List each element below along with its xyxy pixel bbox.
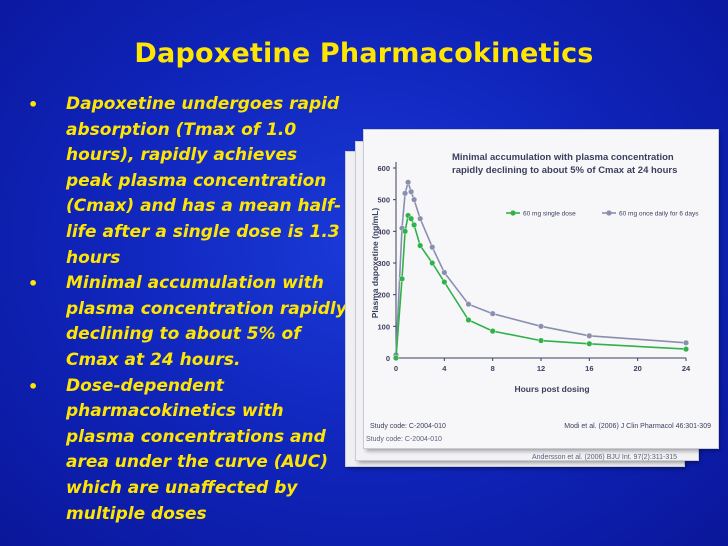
legend-swatch-marker (606, 210, 612, 216)
y-tick-label: 0 (386, 354, 390, 363)
bullet-symbol: • (28, 376, 39, 396)
legend-label: 60 mg single dose (523, 211, 576, 218)
pk-chart: Minimal accumulation with plasma concent… (370, 152, 711, 430)
back-card-reference: Andersson et al. (2006) BJU Int. 97(2):3… (532, 454, 678, 461)
y-tick-label: 600 (377, 164, 390, 173)
legend-swatch-marker (510, 210, 516, 216)
data-point (429, 259, 436, 266)
y-tick-label: 500 (377, 196, 390, 205)
x-tick-label: 0 (394, 364, 398, 373)
data-point (417, 242, 424, 249)
data-point (683, 339, 690, 346)
bullet-item: • Dapoxetine undergoes rapid absorption (… (28, 92, 348, 271)
data-point (411, 196, 418, 203)
data-point (489, 310, 496, 317)
bullet-text: Dose-dependent pharmacokinetics with pla… (66, 375, 328, 524)
chart-card (364, 130, 718, 448)
data-point (441, 269, 448, 276)
data-point (465, 301, 472, 308)
y-tick-label: 400 (377, 227, 390, 236)
y-axis-label: Plasma dapoxetine (ng/mL) (370, 208, 380, 319)
data-point (417, 215, 424, 222)
slide-title: Dapoxetine Pharmacokinetics (134, 38, 594, 69)
x-tick-label: 12 (537, 364, 545, 373)
x-tick-label: 8 (491, 364, 495, 373)
data-point (586, 340, 593, 347)
x-tick-label: 24 (682, 364, 691, 373)
x-tick-label: 4 (442, 364, 447, 373)
y-tick-label: 300 (377, 259, 390, 268)
data-point (465, 316, 472, 323)
data-point (408, 188, 415, 195)
data-point (586, 332, 593, 339)
x-tick-label: 16 (585, 364, 593, 373)
chart-legend: 60 mg single dose 60 mg once daily for 6 … (506, 210, 699, 218)
data-point (429, 244, 436, 251)
data-point (489, 328, 496, 335)
bullet-item: • Dose-dependent pharmacokinetics with pl… (28, 374, 348, 528)
data-point (441, 278, 448, 285)
bullet-text: Dapoxetine undergoes rapid absorption (T… (66, 94, 342, 268)
data-point (399, 275, 406, 282)
data-point (683, 346, 690, 353)
footnote-study-code: Study code: C-2004-010 (370, 423, 446, 430)
data-point (537, 323, 544, 330)
footnote-reference: Modi et al. (2006) J Clin Pharmacol 46:3… (564, 423, 711, 430)
bullet-symbol: • (28, 95, 39, 114)
data-point (393, 354, 400, 361)
data-point (408, 215, 415, 222)
data-point (411, 221, 418, 228)
data-point (402, 228, 409, 235)
bullet-text: Minimal accumulation with plasma concent… (66, 273, 347, 370)
chart-title-line-2: rapidly declining to about 5% of Cmax at… (452, 165, 677, 176)
y-tick-label: 200 (377, 291, 390, 300)
bullet-item: • Minimal accumulation with plasma concen… (28, 271, 348, 373)
data-point (537, 337, 544, 344)
data-point (405, 179, 412, 186)
chart-series (393, 179, 690, 361)
bullet-list: • Dapoxetine undergoes rapid absorption (… (28, 92, 348, 527)
data-point (402, 190, 409, 197)
x-axis-label: Hours post dosing (514, 384, 589, 394)
y-tick-label: 100 (377, 322, 390, 331)
chart-ticks: 0 100 200 300 400 500 600 0 4 8 12 16 20 24 (377, 164, 691, 373)
series-line (395, 213, 687, 359)
x-tick-label: 20 (633, 364, 641, 373)
chart-title-line-1: Minimal accumulation with plasma concent… (452, 152, 674, 163)
bullet-symbol: • (28, 274, 39, 294)
legend-label: 60 mg once daily for 6 days (619, 211, 699, 218)
back-card-study-code: Study code: C-2004-010 (366, 436, 442, 443)
